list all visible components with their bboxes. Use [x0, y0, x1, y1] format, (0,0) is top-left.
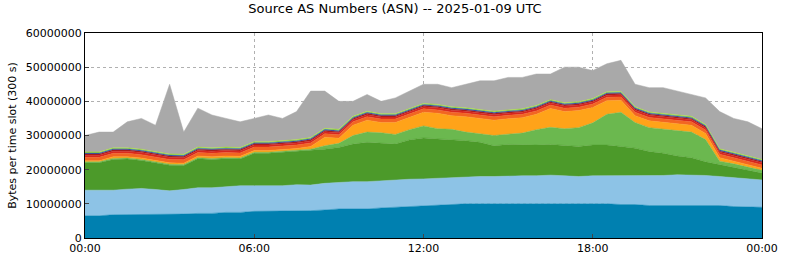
svg-text:60000000: 60000000: [26, 27, 82, 40]
svg-text:10000000: 10000000: [26, 198, 82, 211]
svg-text:Bytes per time slot (300 s): Bytes per time slot (300 s): [6, 62, 19, 209]
svg-text:06:00: 06:00: [238, 242, 270, 255]
svg-text:12:00: 12:00: [408, 242, 440, 255]
svg-text:Source AS Numbers (ASN) -- 202: Source AS Numbers (ASN) -- 2025-01-09 UT…: [248, 1, 541, 16]
svg-text:00:00: 00:00: [746, 242, 778, 255]
svg-text:40000000: 40000000: [26, 95, 82, 108]
svg-text:50000000: 50000000: [26, 61, 82, 74]
svg-text:0: 0: [75, 232, 82, 245]
svg-text:30000000: 30000000: [26, 129, 82, 142]
svg-text:18:00: 18:00: [577, 242, 609, 255]
svg-text:20000000: 20000000: [26, 164, 82, 177]
svg-text:00:00: 00:00: [69, 242, 101, 255]
